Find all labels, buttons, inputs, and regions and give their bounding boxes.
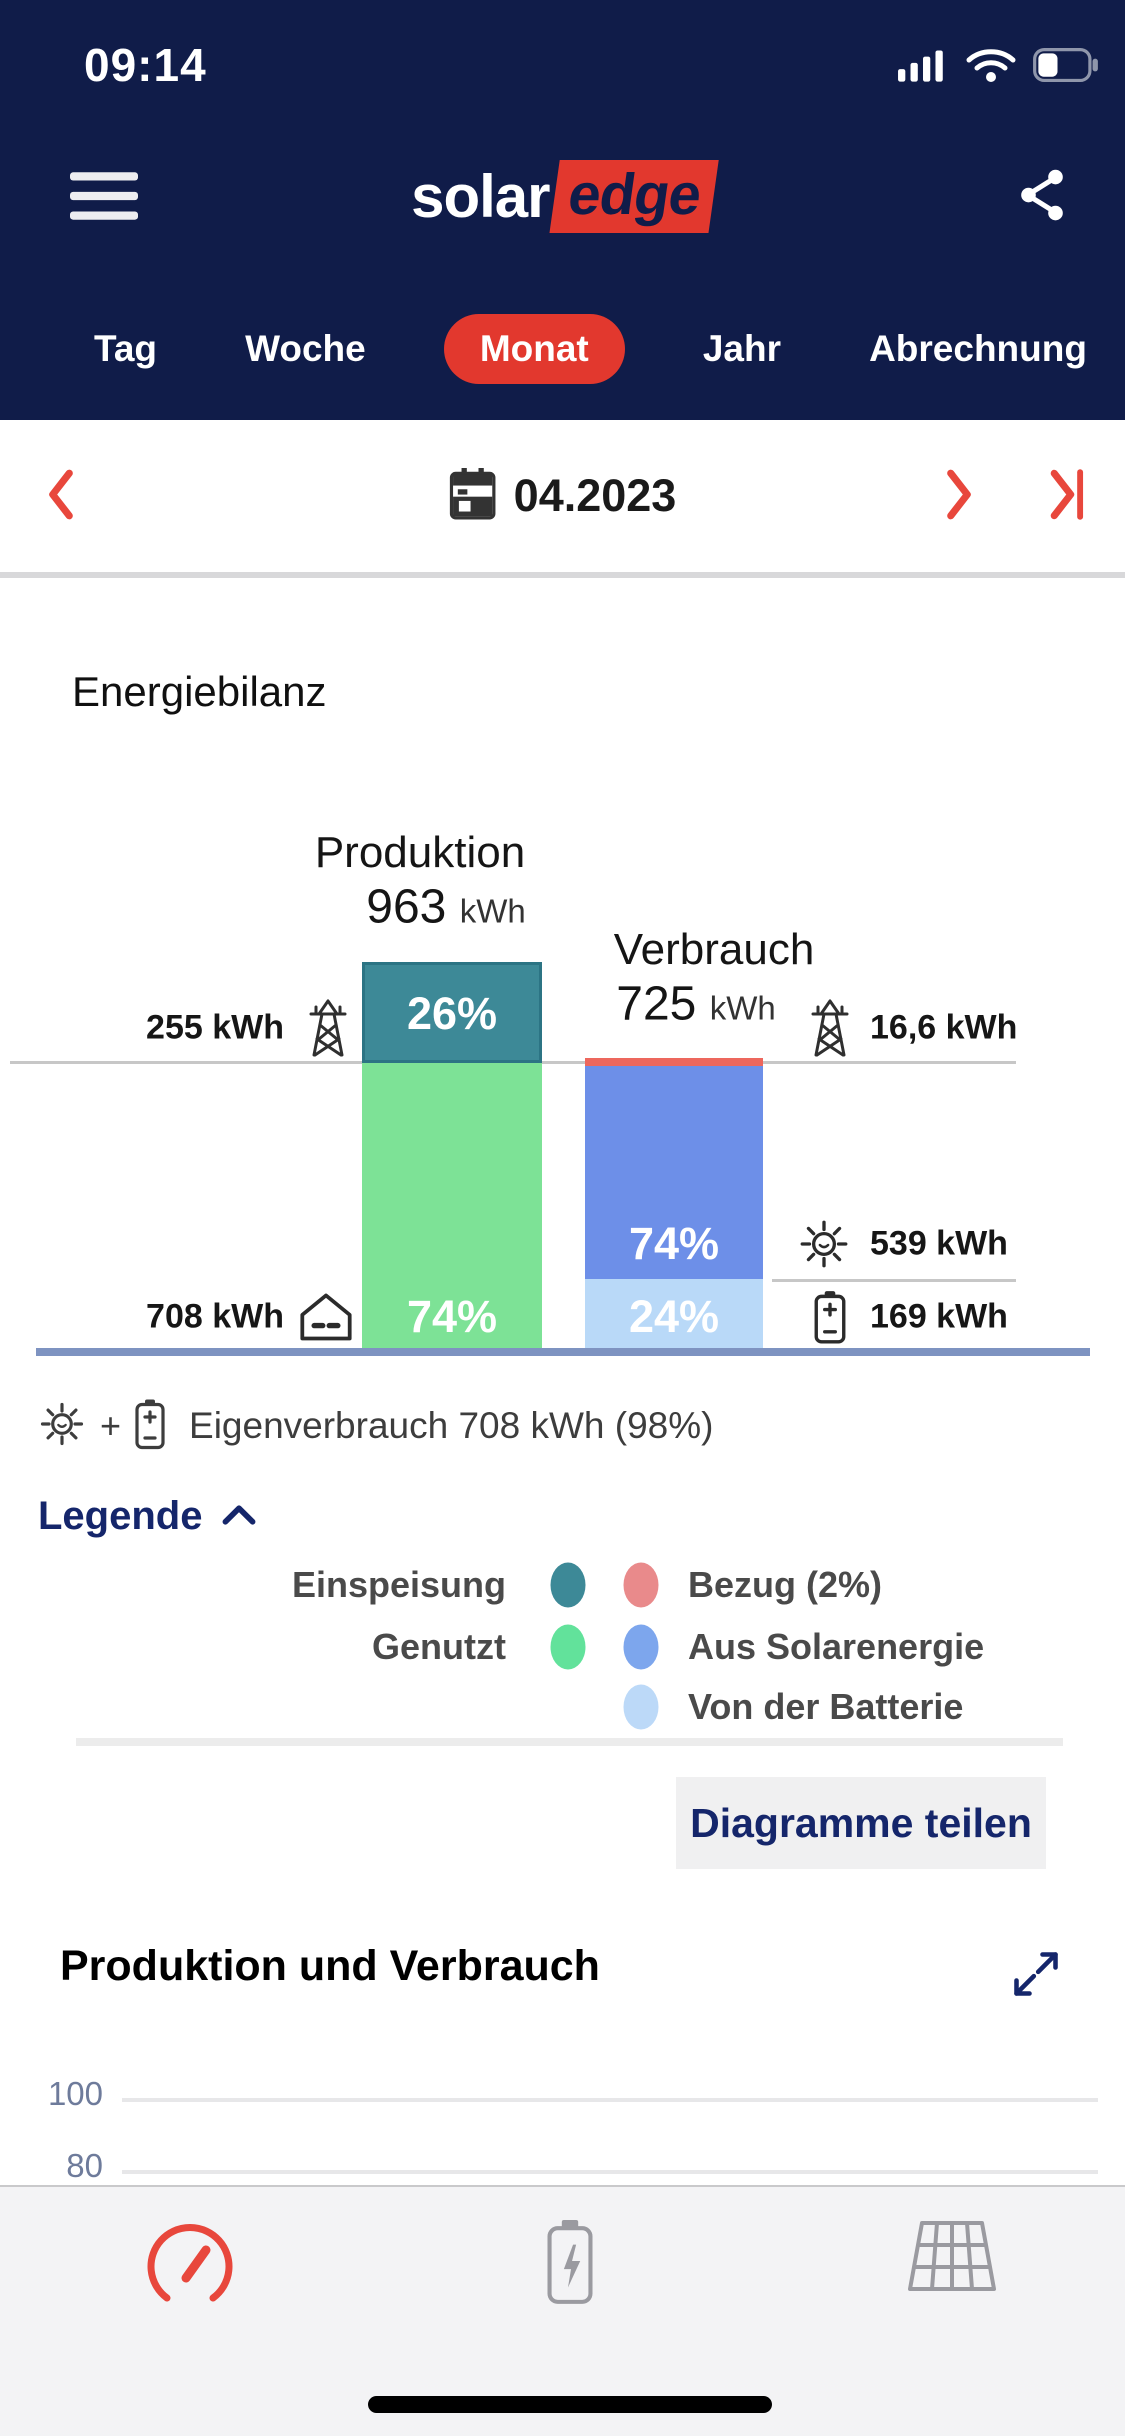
consumption-total: 725 kWh — [616, 977, 775, 1032]
production-column-title: Produktion — [314, 828, 526, 877]
production-total-unit: kWh — [459, 892, 526, 930]
sun-icon — [36, 1398, 88, 1455]
legend-dot-einspeisung — [550, 1562, 586, 1608]
legend-dot-genutzt — [550, 1624, 586, 1670]
status-time: 09:14 — [84, 39, 207, 91]
section-divider — [0, 572, 1125, 578]
legend-label-genutzt: Genutzt — [372, 1626, 506, 1667]
chevron-up-icon — [222, 1504, 256, 1529]
legend-dot-von-der-batterie — [623, 1684, 659, 1730]
tab-jahr[interactable]: Jahr — [702, 328, 781, 369]
battery-nav-button[interactable] — [543, 2218, 597, 2311]
status-icons — [897, 46, 1099, 89]
battery-status-icon — [1033, 48, 1099, 87]
consumption-column-title: Verbrauch — [613, 925, 815, 974]
chevron-right-icon — [942, 469, 976, 524]
expand-chart-button[interactable] — [1010, 1948, 1062, 2003]
home-indicator[interactable] — [368, 2396, 772, 2413]
date-navigator: 04.2023 — [0, 420, 1125, 572]
logo-text-solar: solar — [411, 163, 550, 230]
dashboard-nav-button[interactable] — [142, 2218, 238, 2313]
y-axis-tick-80: 80 — [66, 2147, 103, 2184]
wifi-icon — [965, 46, 1017, 89]
period-tabs: Tag Woche Monat Jahr Abrechnung — [0, 306, 1125, 392]
legend-label-aus-solarenergie: Aus Solarenergie — [688, 1626, 985, 1667]
previous-period-button[interactable] — [44, 469, 78, 524]
production-total: 963 kWh — [366, 880, 525, 935]
tab-monat[interactable]: Monat — [443, 314, 625, 384]
bar-segment-grid-import — [585, 1058, 763, 1066]
share-button[interactable] — [1017, 168, 1067, 225]
chart-baseline — [36, 1348, 1090, 1356]
battery-icon — [133, 1398, 167, 1455]
self-used-kwh-label: 708 kWh — [146, 1297, 284, 1336]
gridline-right — [772, 1279, 1016, 1282]
selected-period: 04.2023 — [513, 470, 677, 521]
gauge-icon — [142, 2224, 238, 2313]
from-battery-kwh-label: 169 kWh — [870, 1297, 1008, 1336]
production-consumption-title: Produktion und Verbrauch — [60, 1942, 600, 1990]
solar-panels-nav-button[interactable] — [902, 2218, 1002, 2299]
gridline-80 — [122, 2170, 1098, 2174]
tab-woche[interactable]: Woche — [245, 328, 366, 369]
latest-period-button[interactable] — [1046, 469, 1086, 524]
plus-sign: + — [100, 1405, 122, 1446]
sun-icon — [795, 1215, 853, 1273]
hamburger-menu-button[interactable] — [70, 172, 138, 223]
energy-balance-title: Energiebilanz — [72, 668, 327, 715]
gridline-100 — [122, 2098, 1098, 2102]
logo-edge-box: edge — [549, 160, 720, 233]
legend-title: Legende — [38, 1494, 203, 1538]
chevron-last-icon — [1046, 469, 1086, 524]
signal-strength-icon — [897, 47, 949, 88]
bar-segment-from-solar — [585, 1066, 763, 1279]
expand-icon — [1010, 1952, 1062, 2003]
self-consumption-note: Eigenverbrauch 708 kWh (98%) — [189, 1405, 714, 1446]
next-period-button[interactable] — [942, 469, 976, 524]
calendar-icon — [449, 467, 496, 525]
from-battery-percentage: 24% — [628, 1291, 720, 1342]
export-percentage: 26% — [406, 988, 498, 1039]
from-solar-percentage: 74% — [628, 1218, 720, 1269]
bar-segment-from-battery — [585, 1279, 763, 1348]
y-axis-tick-100: 100 — [47, 2075, 103, 2112]
legend-dot-aus-solarenergie — [623, 1624, 659, 1670]
legend-dot-bezug — [623, 1562, 659, 1608]
from-solar-kwh-label: 539 kWh — [870, 1224, 1008, 1263]
consumption-total-unit: kWh — [709, 989, 776, 1027]
grid-tower-icon — [806, 998, 854, 1058]
battery-icon — [812, 1290, 848, 1345]
self-used-percentage: 74% — [406, 1291, 498, 1342]
logo-text-edge: edge — [564, 162, 705, 227]
bar-segment-self-used — [362, 1063, 542, 1348]
production-total-value: 963 — [366, 880, 447, 934]
battery-bolt-icon — [543, 2220, 597, 2311]
header-bar: 09:14 — [0, 0, 1125, 420]
solaredge-logo: solar edge — [411, 160, 720, 233]
consumption-total-value: 725 — [616, 977, 697, 1031]
share-icon — [1017, 169, 1067, 225]
grid-tower-icon — [304, 998, 352, 1058]
bar-segment-export — [362, 962, 542, 1063]
tab-tag[interactable]: Tag — [94, 328, 158, 369]
tab-abrechnung[interactable]: Abrechnung — [869, 328, 1087, 369]
share-charts-button[interactable]: Diagramme teilen — [676, 1777, 1046, 1869]
legend-label-einspeisung: Einspeisung — [291, 1564, 506, 1605]
self-consumption-row: + Eigenverbrauch 708 kWh (98%) — [36, 1398, 713, 1454]
house-icon — [298, 1291, 354, 1343]
chevron-left-icon — [44, 469, 78, 524]
export-kwh-label: 255 kWh — [146, 1008, 284, 1047]
grid-import-kwh-label: 16,6 kWh — [870, 1008, 1018, 1047]
hamburger-icon — [70, 172, 138, 223]
date-display[interactable]: 04.2023 — [449, 467, 677, 525]
legend-toggle[interactable]: Legende — [38, 1494, 256, 1539]
legend-divider — [76, 1738, 1063, 1746]
solar-panel-icon — [902, 2221, 1002, 2299]
legend-label-von-der-batterie: Von der Batterie — [688, 1686, 964, 1727]
legend-label-bezug: Bezug (2%) — [688, 1564, 883, 1605]
